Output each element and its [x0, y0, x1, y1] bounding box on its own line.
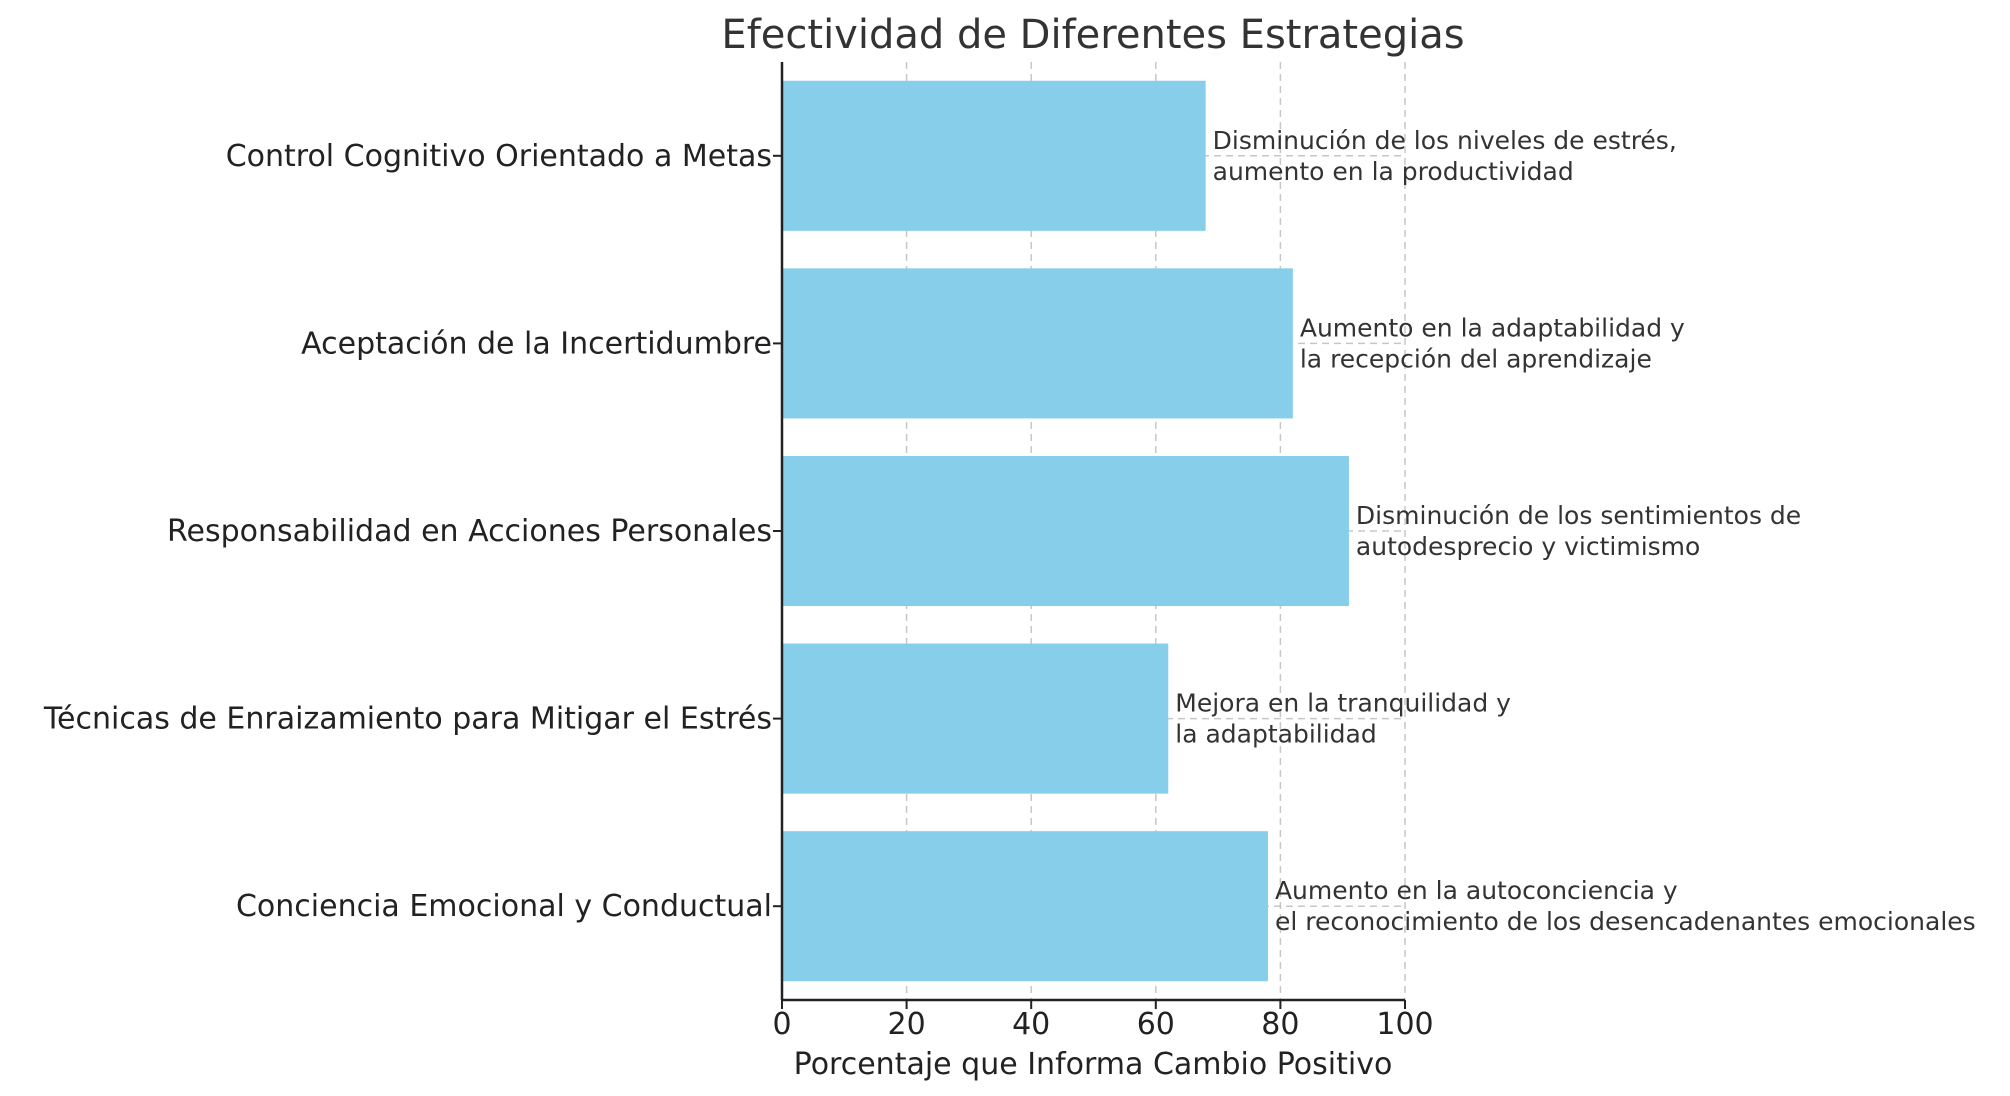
axes: 0 20 40 60 80 100	[772, 62, 1434, 1042]
category-label: Técnicas de Enraizamiento para Mitigar e…	[43, 702, 772, 737]
bar	[782, 831, 1268, 982]
bars	[782, 80, 1349, 982]
bar-annotation-line: la recepción del aprendizaje	[1300, 344, 1652, 373]
bar-annotations: Disminución de los niveles de estrés, aum…	[1175, 126, 1975, 936]
bar	[782, 268, 1293, 419]
category-label: Control Cognitivo Orientado a Metas	[226, 139, 772, 174]
bar-annotation: Disminución de los niveles de estrés, aum…	[1213, 126, 1677, 186]
bar	[782, 643, 1169, 794]
bar	[782, 455, 1349, 607]
bar-annotation: Disminución de los sentimientos de autode…	[1356, 501, 1801, 561]
x-tick-label: 80	[1261, 1007, 1299, 1042]
bar-annotation-line: aumento en la productividad	[1213, 157, 1574, 186]
bar-annotation-line: Aumento en la adaptabilidad y	[1300, 313, 1685, 342]
bar-annotation-line: el reconocimiento de los desencadenantes…	[1275, 907, 1976, 936]
bar	[782, 80, 1206, 231]
bar-annotation-line: Disminución de los niveles de estrés,	[1213, 126, 1677, 155]
bar-annotation-line: Mejora en la tranquilidad y	[1175, 689, 1511, 718]
bar-annotation-line: Disminución de los sentimientos de	[1356, 501, 1801, 530]
bar-annotation: Aumento en la adaptabilidad y la recepció…	[1300, 313, 1685, 373]
x-tick-label: 20	[888, 1007, 926, 1042]
x-tick-label: 100	[1376, 1007, 1433, 1042]
category-label: Conciencia Emocional y Conductual	[236, 889, 772, 924]
bar-annotation: Mejora en la tranquilidad y la adaptabili…	[1175, 689, 1511, 749]
bar-annotation-line: la adaptabilidad	[1175, 720, 1376, 749]
x-tick-label: 60	[1137, 1007, 1175, 1042]
bar-annotation-line: Aumento en la autoconciencia y	[1275, 876, 1678, 905]
category-label: Responsabilidad en Acciones Personales	[167, 514, 772, 549]
bar-annotation: Aumento en la autoconciencia y el reconoc…	[1275, 876, 1976, 936]
x-tick-label: 0	[772, 1007, 791, 1042]
category-labels: Control Cognitivo Orientado a Metas Acept…	[43, 139, 772, 924]
x-axis-title: Porcentaje que Informa Cambio Positivo	[794, 1047, 1393, 1082]
bar-annotation-line: autodesprecio y victimismo	[1356, 532, 1700, 561]
x-tick-label: 40	[1012, 1007, 1050, 1042]
chart-title: Efectividad de Diferentes Estrategias	[721, 12, 1464, 58]
category-label: Aceptación de la Incertidumbre	[301, 326, 772, 361]
